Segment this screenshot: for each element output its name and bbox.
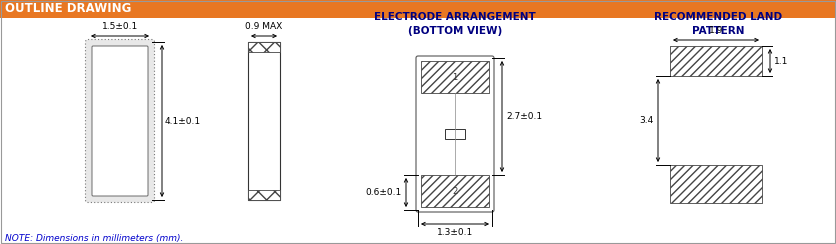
Text: RECOMMENDED LAND
PATTERN: RECOMMENDED LAND PATTERN [654, 12, 782, 36]
Text: 0.6±0.1: 0.6±0.1 [366, 188, 402, 197]
Text: 1: 1 [452, 72, 457, 81]
Text: 4.1±0.1: 4.1±0.1 [165, 116, 201, 125]
Bar [445, 129, 465, 139]
Text: 2: 2 [452, 186, 457, 195]
Text: NOTE: Dimensions in millimeters (mm).: NOTE: Dimensions in millimeters (mm). [5, 234, 183, 243]
Text: ELECTRODE ARRANGEMENT
(BOTTOM VIEW): ELECTRODE ARRANGEMENT (BOTTOM VIEW) [375, 12, 536, 36]
FancyBboxPatch shape [416, 56, 494, 212]
Bar [670, 46, 762, 76]
Bar [248, 190, 280, 200]
Bar [670, 165, 762, 203]
Bar [421, 61, 489, 93]
FancyBboxPatch shape [85, 40, 155, 203]
Text: 1.5±0.1: 1.5±0.1 [102, 22, 138, 31]
Text: 1.3±0.1: 1.3±0.1 [437, 228, 473, 237]
Text: 1.9: 1.9 [709, 26, 723, 35]
Bar [248, 42, 280, 200]
Text: 2.7±0.1: 2.7±0.1 [506, 112, 542, 121]
Bar [421, 175, 489, 207]
FancyBboxPatch shape [92, 46, 148, 196]
Bar [0, 0, 836, 18]
Text: OUTLINE DRAWING: OUTLINE DRAWING [5, 2, 131, 16]
Text: 1.1: 1.1 [774, 57, 788, 65]
Text: 3.4: 3.4 [640, 116, 654, 125]
Bar [248, 42, 280, 52]
Text: 0.9 MAX: 0.9 MAX [246, 22, 283, 31]
